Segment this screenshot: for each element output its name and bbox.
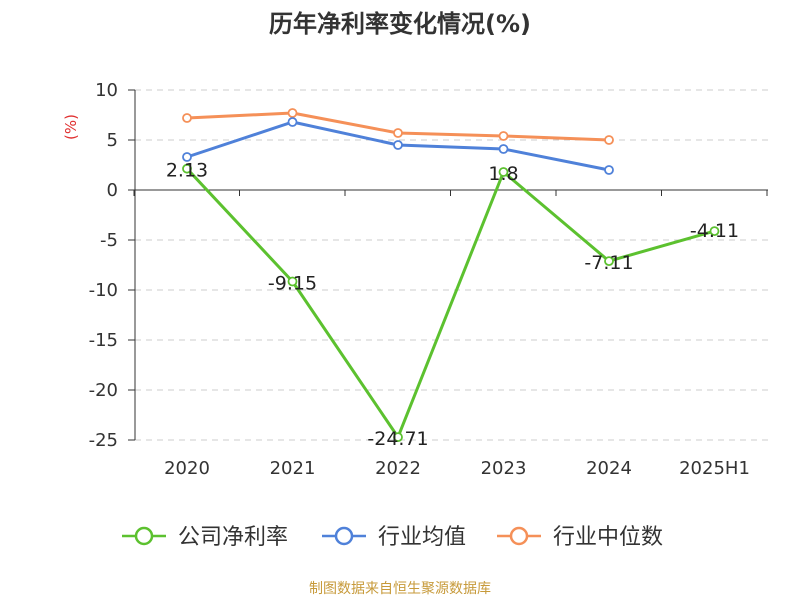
data-point — [182, 113, 192, 123]
y-axis-label: (%) — [62, 114, 80, 140]
y-tick-label: -10 — [89, 280, 118, 301]
data-point — [393, 128, 403, 138]
data-point — [604, 165, 614, 175]
x-tick-label: 2022 — [375, 458, 421, 479]
data-label: -24.71 — [367, 428, 428, 450]
legend-marker — [334, 526, 354, 546]
data-label: -7.11 — [584, 252, 633, 274]
series-lines — [182, 108, 720, 443]
data-point — [498, 167, 509, 177]
legend-marker — [509, 526, 529, 546]
data-point — [709, 226, 720, 237]
y-tick-label: -25 — [89, 430, 118, 451]
data-point — [287, 276, 298, 287]
data-label: -9.15 — [268, 273, 317, 295]
y-tick-label: 10 — [95, 80, 118, 101]
legend-marker — [134, 526, 154, 546]
legend: 公司净利率 行业均值 行业中位数 — [122, 525, 663, 550]
data-label: -4.11 — [690, 220, 739, 242]
legend-label: 行业均值 — [378, 525, 466, 550]
data-point — [182, 163, 192, 174]
data-labels: 2.13 -9.15 -24.71 1.8 -7.11 -4.11 — [166, 160, 739, 450]
data-label: 2.13 — [166, 160, 208, 182]
x-tick-label: 2025H1 — [679, 458, 750, 479]
x-tick-label: 2021 — [270, 458, 316, 479]
data-point — [393, 140, 403, 150]
y-tick-label: -5 — [100, 230, 118, 251]
data-point — [498, 131, 509, 141]
x-tick-label: 2023 — [481, 458, 527, 479]
x-tick-label: 2020 — [164, 458, 210, 479]
axes: 10 5 0 -5 -10 -15 -20 -25 2020 2021 2022 2023 2024 20… — [89, 80, 768, 479]
source-note: 制图数据来自恒生聚源数据库 — [309, 581, 491, 597]
x-tick-label: 2024 — [586, 458, 632, 479]
y-tick-label: -15 — [89, 330, 118, 351]
legend-label: 行业中位数 — [553, 525, 663, 550]
data-point — [498, 144, 509, 154]
legend-label: 公司净利率 — [178, 525, 288, 550]
data-point — [182, 152, 192, 162]
data-point — [604, 135, 614, 145]
data-point — [393, 432, 403, 443]
y-tick-label: 0 — [107, 180, 118, 201]
y-tick-label: 5 — [107, 130, 118, 151]
series-line — [185, 167, 715, 439]
data-label: 1.8 — [488, 163, 518, 185]
data-point — [287, 108, 298, 118]
data-point — [287, 117, 298, 127]
y-tick-label: -20 — [89, 380, 118, 401]
data-point — [604, 256, 614, 267]
chart-title: 历年净利率变化情况(%) — [269, 10, 531, 38]
